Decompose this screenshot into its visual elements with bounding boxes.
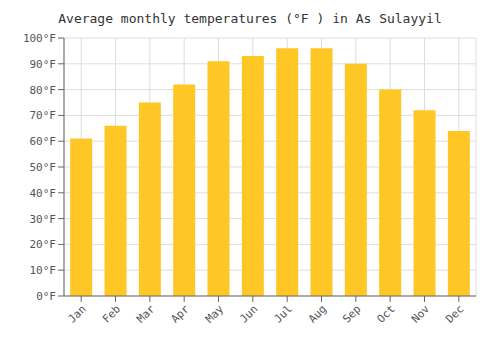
svg-text:May: May <box>203 302 227 326</box>
svg-text:Oct: Oct <box>375 302 398 325</box>
svg-text:70°F: 70°F <box>30 109 57 122</box>
svg-text:Nov: Nov <box>409 302 433 326</box>
svg-text:80°F: 80°F <box>30 84 57 97</box>
svg-text:60°F: 60°F <box>30 135 57 148</box>
svg-text:Jan: Jan <box>66 302 89 325</box>
svg-text:50°F: 50°F <box>30 161 57 174</box>
svg-text:Apr: Apr <box>169 302 193 326</box>
svg-text:Aug: Aug <box>306 302 329 325</box>
svg-text:100°F: 100°F <box>23 32 56 45</box>
svg-text:30°F: 30°F <box>30 213 57 226</box>
svg-text:0°F: 0°F <box>36 290 56 303</box>
svg-text:Feb: Feb <box>100 302 123 325</box>
svg-text:Jul: Jul <box>272 302 295 325</box>
svg-text:90°F: 90°F <box>30 58 57 71</box>
svg-text:Sep: Sep <box>340 302 363 325</box>
svg-text:Dec: Dec <box>443 302 466 325</box>
svg-text:Mar: Mar <box>134 302 158 326</box>
svg-text:40°F: 40°F <box>30 187 57 200</box>
svg-text:Jun: Jun <box>237 302 260 325</box>
html-text:Average monthly temperatures (: Average monthly temperatures (°F ) in As… <box>58 11 442 26</box>
svg-text:20°F: 20°F <box>30 238 57 251</box>
svg-text:10°F: 10°F <box>30 264 57 277</box>
